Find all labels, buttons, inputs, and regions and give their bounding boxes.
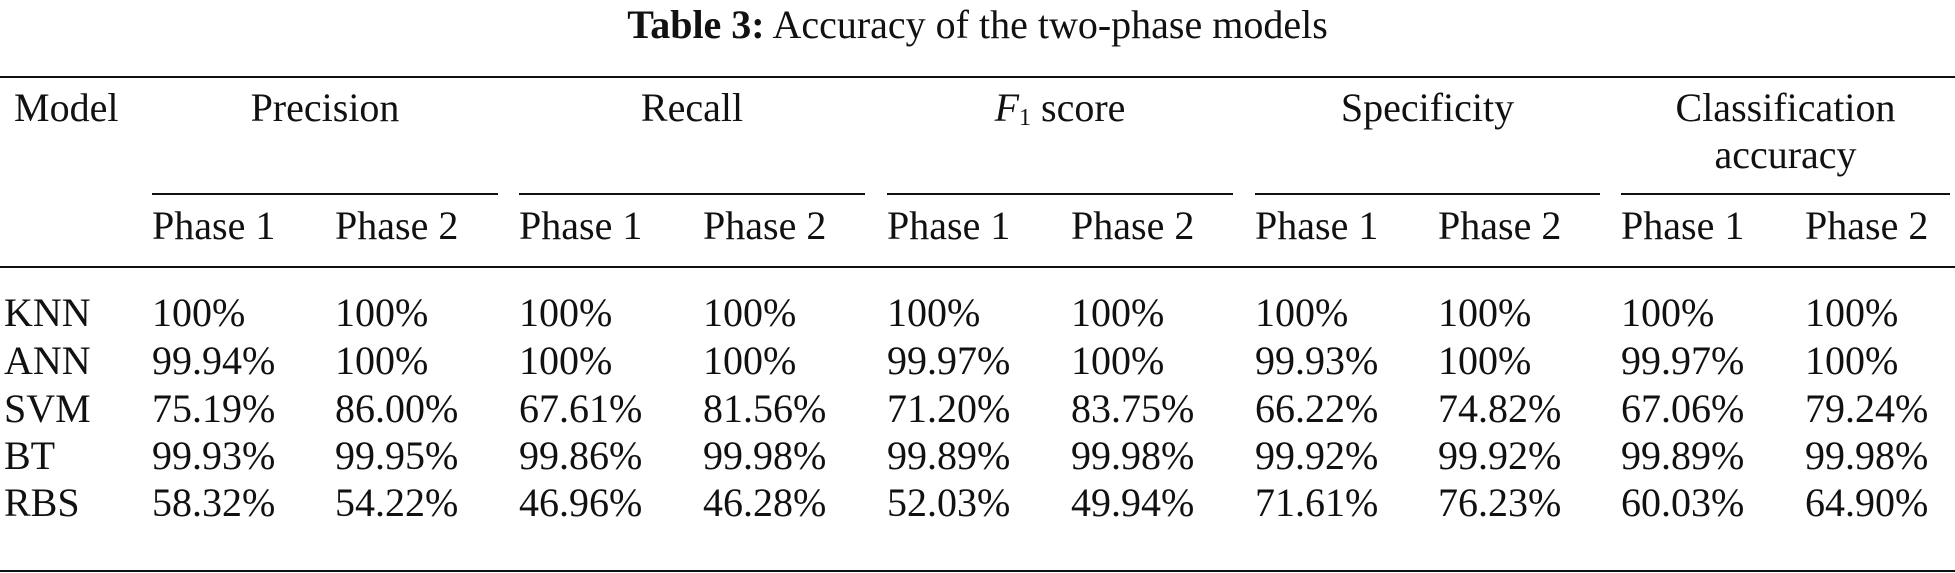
table-cell: 66.22% [1255,386,1379,431]
table-cell: 100% [1438,338,1532,383]
results-table: Model Precision Recall F1 score Specificity C… [0,76,1955,573]
table-cell: 67.06% [1621,386,1745,431]
row-model-label: KNN [4,290,91,335]
metric-subscript: 1 [1019,105,1032,131]
top-rule [0,76,1955,78]
metric-symbol: F [994,85,1020,130]
table-cell: 99.97% [887,338,1011,383]
table-cell: 99.89% [887,433,1011,478]
table-cell: 99.98% [703,433,827,478]
table-cell: 100% [703,290,797,335]
table-cell: 79.24% [1805,386,1929,431]
table-cell: 99.93% [1255,338,1379,383]
table-cell: 99.98% [1071,433,1195,478]
table-cell: 99.89% [1621,433,1745,478]
table-cell: 64.90% [1805,480,1929,525]
table-cell: 71.61% [1255,480,1379,525]
table-cell: 99.92% [1255,433,1379,478]
table-cell: 99.95% [335,433,459,478]
phase-header: Phase 2 [703,203,827,248]
table-cell: 100% [152,290,246,335]
table-cell: 99.98% [1805,433,1929,478]
model-column-header: Model [14,85,119,130]
table-cell: 49.94% [1071,480,1195,525]
table-cell: 86.00% [335,386,459,431]
metric-group-rule [887,193,1233,195]
phase-header: Phase 2 [1071,203,1195,248]
table-cell: 100% [335,290,429,335]
table-cell: 100% [519,338,613,383]
table-cell: 100% [1805,338,1899,383]
metric-header: Classification [1675,85,1896,130]
table-cell: 100% [1071,290,1165,335]
table-cell: 100% [1071,338,1165,383]
phase-header: Phase 2 [335,203,459,248]
row-model-label: SVM [4,386,91,431]
table-cell: 100% [703,338,797,383]
table-cell: 46.28% [703,480,827,525]
table-cell: 99.92% [1438,433,1562,478]
table-cell: 75.19% [152,386,276,431]
table-cell: 99.86% [519,433,643,478]
table-cell: 83.75% [1071,386,1195,431]
metric-header: Recall [640,85,744,130]
phase-header: Phase 2 [1805,203,1929,248]
caption-text: Accuracy of the two-phase models [772,2,1328,47]
table-cell: 46.96% [519,480,643,525]
row-model-label: BT [4,433,56,478]
table-cell: 100% [519,290,613,335]
phase-header: Phase 1 [519,203,643,248]
table-caption: Table 3: Accuracy of the two-phase model… [0,2,1955,48]
table-cell: 100% [1621,290,1715,335]
header-bottom-rule [0,266,1955,268]
metric-group-rule [1255,193,1600,195]
table-cell: 60.03% [1621,480,1745,525]
phase-header: Phase 1 [1621,203,1745,248]
table-cell: 74.82% [1438,386,1562,431]
table-cell: 99.94% [152,338,276,383]
table-cell: 100% [1805,290,1899,335]
phase-header: Phase 1 [887,203,1011,248]
row-model-label: RBS [4,480,80,525]
table-cell: 99.97% [1621,338,1745,383]
table-cell: 81.56% [703,386,827,431]
table-cell: 100% [335,338,429,383]
phase-header: Phase 1 [1255,203,1379,248]
table-cell: 100% [1255,290,1349,335]
metric-group-rule [152,193,498,195]
table-cell: 52.03% [887,480,1011,525]
phase-header: Phase 2 [1438,203,1562,248]
table-cell: 76.23% [1438,480,1562,525]
metric-header: Specificity [1340,85,1515,130]
metric-header: Precision [250,85,400,130]
table-cell: 58.32% [152,480,276,525]
metric-group-rule [1621,193,1950,195]
phase-header: Phase 1 [152,203,276,248]
table-cell: 100% [1438,290,1532,335]
table-cell: 67.61% [519,386,643,431]
table-cell: 71.20% [887,386,1011,431]
table-cell: 54.22% [335,480,459,525]
metric-name: score [1041,85,1126,130]
caption-label: Table 3: [627,2,765,47]
table-cell: 100% [887,290,981,335]
metric-group-rule [519,193,865,195]
bottom-rule [0,570,1955,572]
row-model-label: ANN [4,338,91,383]
metric-header-line2: accuracy [1714,132,1857,177]
metric-header: F1 score [887,85,1233,141]
table-cell: 99.93% [152,433,276,478]
